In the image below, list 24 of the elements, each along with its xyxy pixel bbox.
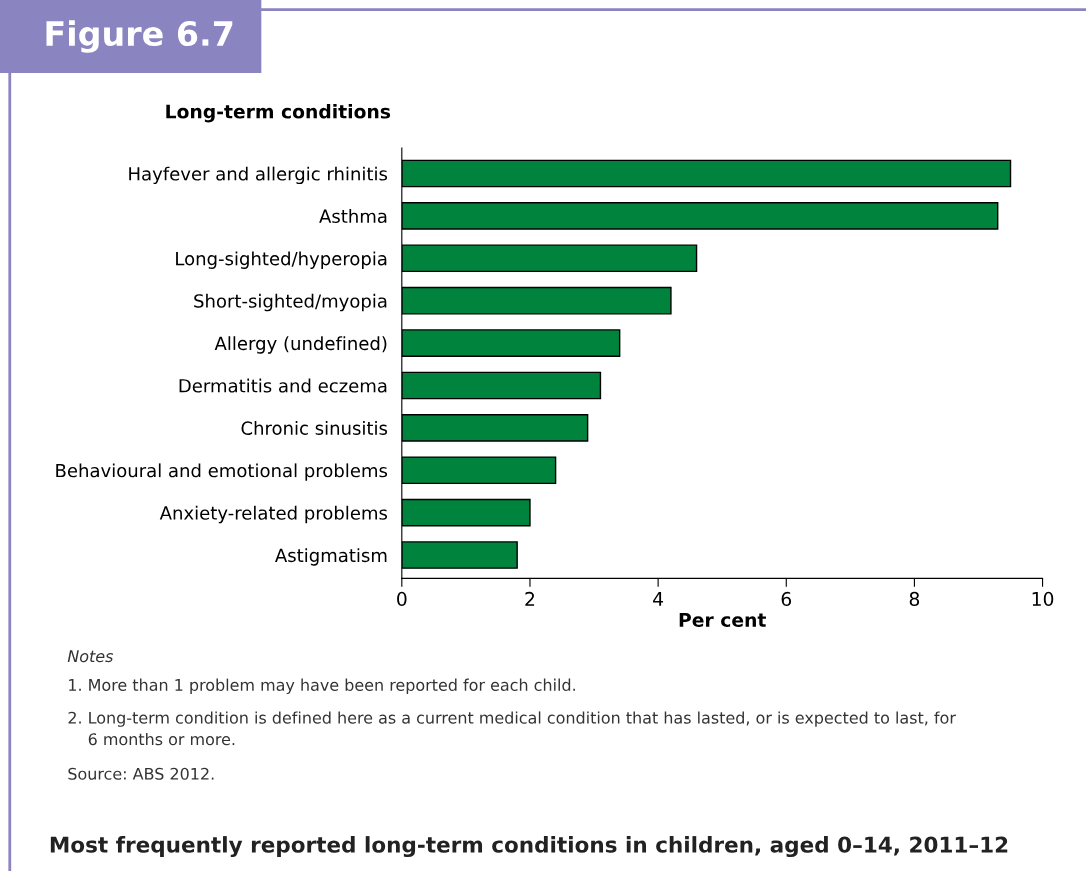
y-tick-label: Allergy (undefined) (214, 336, 387, 354)
y-tick-label: Anxiety-related problems (159, 505, 388, 524)
text: Most frequently reported long-term conditions in children, aged 0–14, 2011–12 (50, 836, 1008, 858)
text: Notes (67, 650, 114, 663)
x-tick-label: 4 (653, 592, 664, 606)
y-tick-label: Asthma (319, 209, 387, 224)
x-axis-title: Per cent (679, 613, 766, 627)
x-tick-label: 6 (781, 591, 792, 607)
source-note: Source: ABS 2012. (68, 767, 214, 780)
y-tick-label: Hayfever and allergic rhinitis (129, 166, 388, 185)
text: 2. Long-term condition is defined here as a current medical condition that has lasted, or is expected to last, for 6 months or more. (68, 711, 956, 746)
y-tick-label: Behavioural and emotional problems (56, 463, 388, 481)
text: 1. More than 1 problem may have been reported for each child. (69, 678, 575, 695)
y-tick-label: Short-sighted/myopia (194, 293, 387, 312)
x-tick-label: 2 (525, 591, 535, 606)
y-tick-label: Long-sighted/hyperopia (176, 251, 387, 269)
y-tick-label: Astigmatism (275, 548, 387, 566)
x-tick-label: 0 (397, 591, 407, 607)
chart-title: Figure 6.7 (46, 20, 233, 53)
y-tick-label: Dermatitis and eczema (179, 378, 387, 393)
y-tick-label: Chronic sinusitis (241, 420, 388, 435)
x-tick-label: 10 (1032, 591, 1054, 607)
x-tick-label: 8 (909, 591, 920, 607)
y-axis-title: Long-term conditions (166, 104, 391, 123)
